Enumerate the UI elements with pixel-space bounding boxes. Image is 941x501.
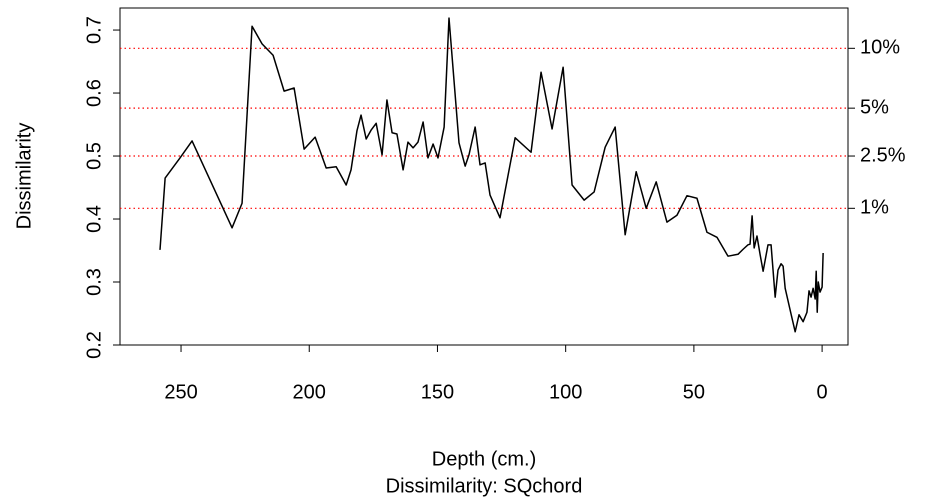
y-tick-label: 0.2 (83, 331, 105, 359)
y-tick-label: 0.4 (83, 205, 105, 233)
x-tick-label: 100 (549, 381, 582, 403)
x-tick-label: 50 (683, 381, 705, 403)
right-tick-label: 10% (860, 37, 900, 59)
y-tick-label: 0.3 (83, 268, 105, 296)
x-tick-label: 250 (164, 381, 197, 403)
subtitle: Dissimilarity: SQchord (386, 475, 583, 497)
y-tick-label: 0.6 (83, 79, 105, 107)
x-tick-label: 150 (421, 381, 454, 403)
y-tick-label: 0.7 (83, 16, 105, 44)
x-tick-label: 200 (293, 381, 326, 403)
right-tick-label: 5% (860, 96, 889, 118)
data-line (159, 17, 824, 333)
y-axis-title: Dissimilarity (13, 123, 35, 230)
x-axis-title: Depth (cm.) (432, 448, 536, 470)
y-tick-label: 0.5 (83, 142, 105, 170)
x-tick-label: 0 (817, 381, 828, 403)
plot-box (119, 7, 849, 346)
right-tick-label: 2.5% (860, 144, 906, 166)
right-tick-label: 1% (860, 197, 889, 219)
